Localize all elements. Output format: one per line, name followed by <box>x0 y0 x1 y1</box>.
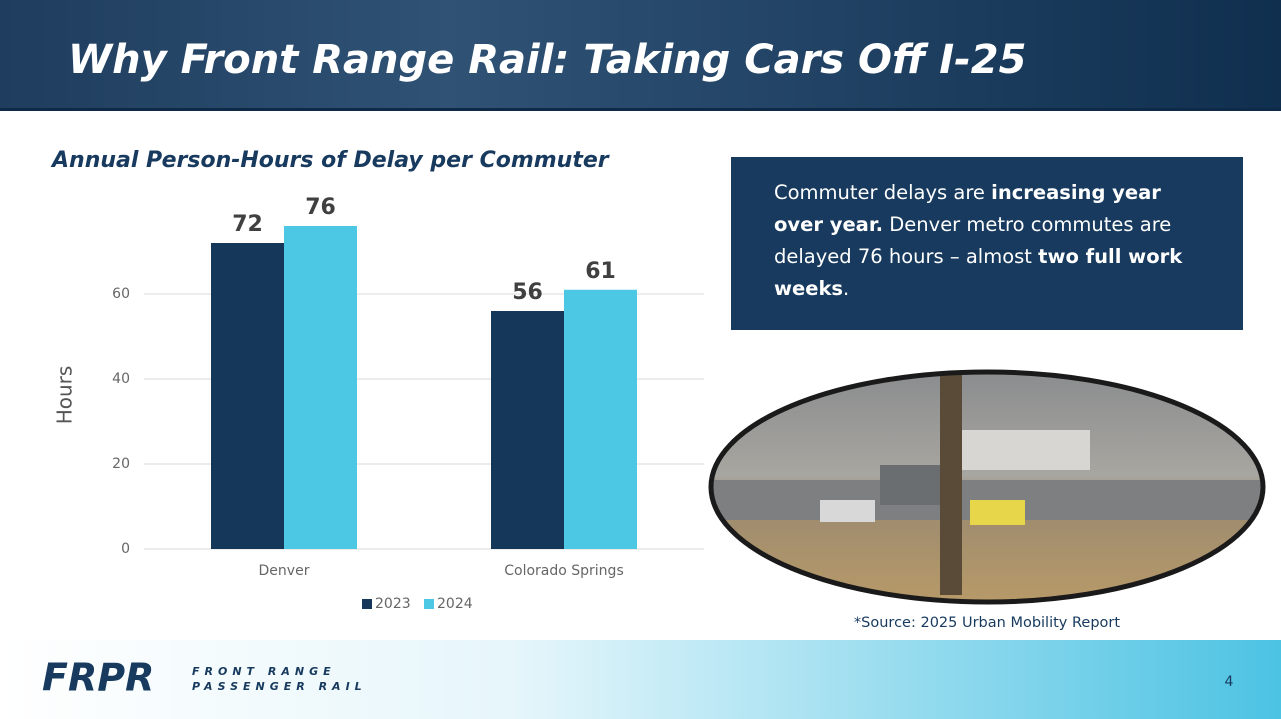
legend-swatch <box>424 599 434 609</box>
bar <box>284 226 357 549</box>
logo-line: PASSENGER RAIL <box>192 680 367 693</box>
y-tick-label: 20 <box>112 456 130 472</box>
data-label: 56 <box>512 280 543 305</box>
bar <box>564 290 637 549</box>
page-number: 4 <box>1225 674 1234 690</box>
callout-text: Commuter delays are <box>774 181 991 204</box>
legend-label: 2024 <box>437 596 473 612</box>
legend-label: 2023 <box>375 596 411 612</box>
x-tick-label: Colorado Springs <box>504 563 624 579</box>
chart-title: Annual Person-Hours of Delay per Commute… <box>50 148 610 173</box>
y-tick-label: 40 <box>112 371 130 387</box>
y-tick-label: 0 <box>121 541 130 557</box>
logo-mark: FRPR <box>42 656 154 700</box>
callout-text: . <box>843 277 849 300</box>
data-label: 72 <box>232 212 263 237</box>
y-axis-label: Hours <box>53 366 77 425</box>
header-rule <box>0 108 1281 111</box>
data-label: 61 <box>585 259 616 284</box>
y-tick-label: 60 <box>112 286 130 302</box>
bar <box>211 243 284 549</box>
x-tick-label: Denver <box>259 563 310 579</box>
slide: Why Front Range Rail: Taking Cars Off I-… <box>0 0 1281 719</box>
legend-swatch <box>362 599 372 609</box>
bar <box>491 311 564 549</box>
slide-title: Why Front Range Rail: Taking Cars Off I-… <box>68 37 1026 83</box>
data-label: 76 <box>305 195 336 220</box>
source-note: *Source: 2025 Urban Mobility Report <box>854 615 1120 631</box>
photo <box>705 370 1270 605</box>
logo-line: FRONT RANGE <box>192 665 336 678</box>
callout: Commuter delays are increasing year over… <box>731 157 1243 330</box>
chart: Why Front Range Rail: Taking Cars Off I-… <box>0 0 1281 719</box>
